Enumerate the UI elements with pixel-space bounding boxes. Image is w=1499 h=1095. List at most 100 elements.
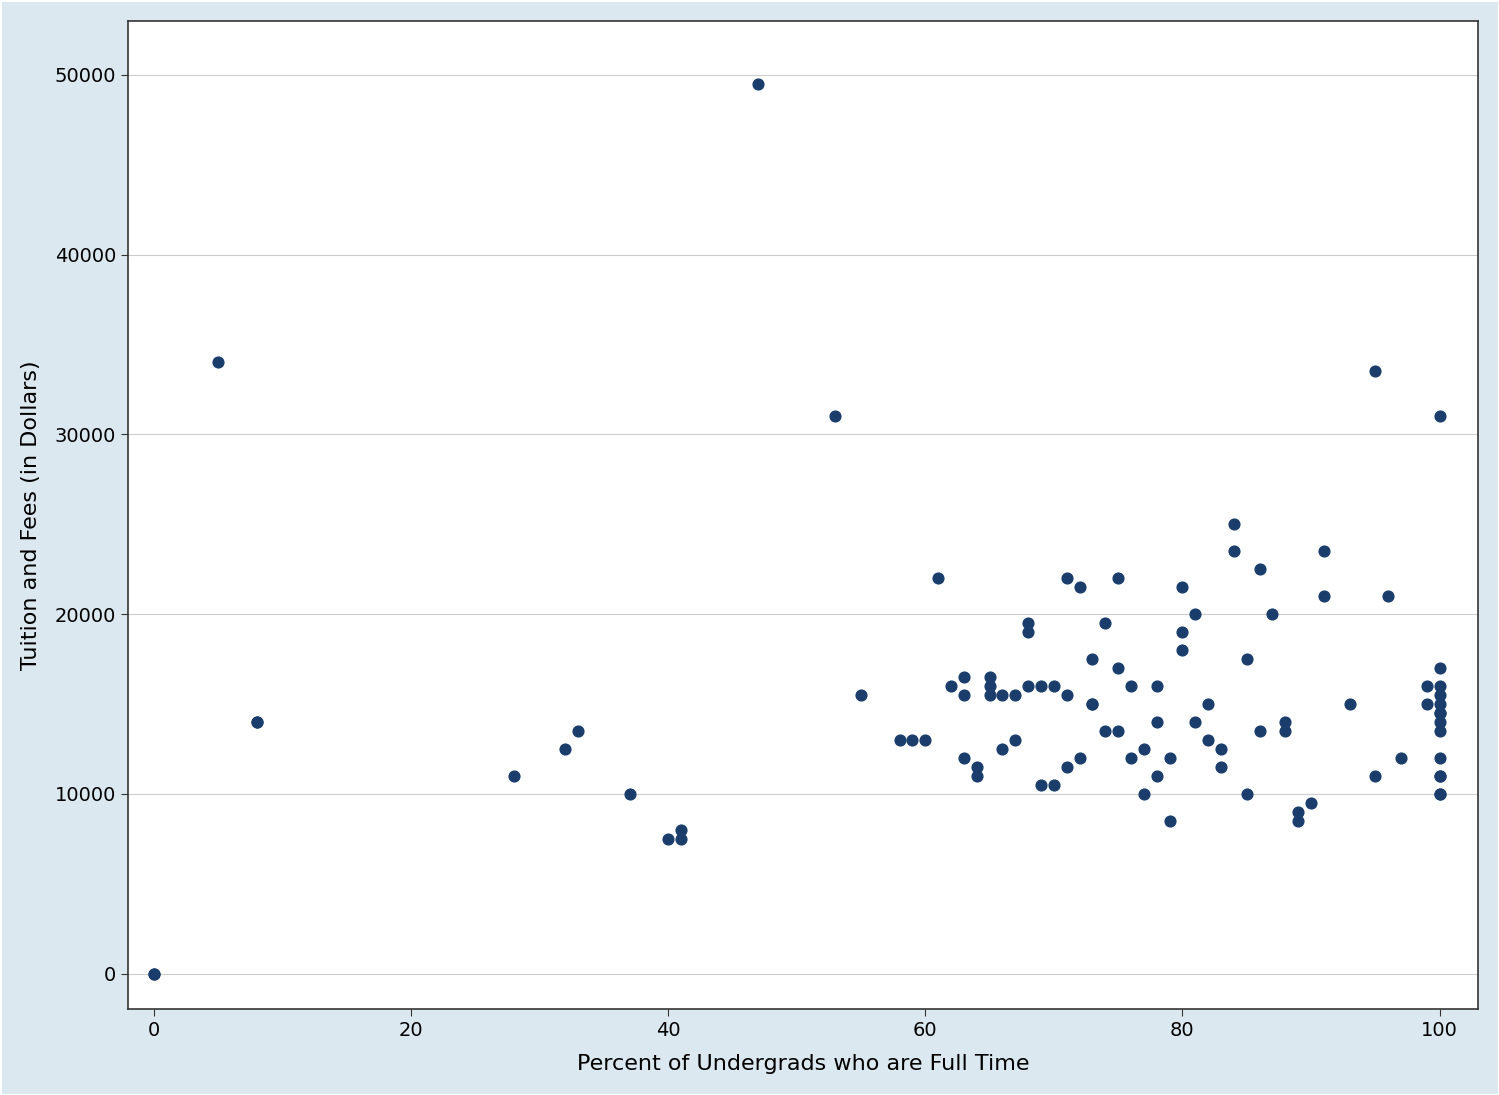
Point xyxy=(1145,677,1169,694)
Point xyxy=(1427,687,1451,704)
Point xyxy=(1286,812,1310,830)
Point xyxy=(1427,785,1451,803)
Point xyxy=(1415,677,1439,694)
Point xyxy=(553,740,577,758)
Point xyxy=(1363,362,1387,380)
Point xyxy=(1183,713,1207,730)
Point xyxy=(1118,677,1142,694)
Point xyxy=(887,731,911,749)
Point xyxy=(901,731,925,749)
Point xyxy=(142,965,166,982)
Point xyxy=(1067,578,1091,596)
Point xyxy=(1016,623,1040,641)
Point xyxy=(1300,794,1324,811)
Point xyxy=(1171,642,1195,659)
Point xyxy=(1157,812,1181,830)
Point xyxy=(1427,704,1451,722)
Point xyxy=(1312,587,1336,604)
Point xyxy=(1132,740,1156,758)
Point xyxy=(1016,677,1040,694)
Point xyxy=(1427,749,1451,766)
Point xyxy=(1273,713,1297,730)
Point xyxy=(1427,407,1451,425)
Point xyxy=(1171,578,1195,596)
Point xyxy=(669,830,693,848)
Point xyxy=(1081,695,1105,713)
Point xyxy=(1055,687,1079,704)
Point xyxy=(1132,785,1156,803)
Point xyxy=(965,758,989,775)
Point xyxy=(1247,561,1271,578)
Point xyxy=(1235,785,1259,803)
Point xyxy=(1093,614,1117,632)
Point xyxy=(913,731,937,749)
Point xyxy=(1427,659,1451,677)
Point xyxy=(1003,687,1027,704)
Point xyxy=(1067,749,1091,766)
Point xyxy=(1145,713,1169,730)
Point xyxy=(1106,722,1130,739)
Point xyxy=(1106,569,1130,587)
Point xyxy=(1106,659,1130,677)
Point xyxy=(669,821,693,839)
Point xyxy=(938,677,962,694)
Point xyxy=(1081,650,1105,668)
Point xyxy=(1222,516,1246,533)
Point xyxy=(1196,731,1220,749)
Point xyxy=(502,766,526,784)
Point xyxy=(1118,749,1142,766)
Point xyxy=(244,713,268,730)
Point xyxy=(1093,722,1117,739)
Point xyxy=(952,749,976,766)
Point xyxy=(747,74,770,92)
Point xyxy=(1081,695,1105,713)
Point xyxy=(142,965,166,982)
Point xyxy=(205,354,229,371)
Point xyxy=(244,713,268,730)
Point xyxy=(1222,542,1246,560)
Point xyxy=(1210,758,1234,775)
Point xyxy=(1337,695,1361,713)
Point xyxy=(977,668,1001,685)
Point xyxy=(1210,740,1234,758)
Point xyxy=(977,687,1001,704)
Point xyxy=(1376,587,1400,604)
Point xyxy=(965,766,989,784)
Point xyxy=(848,687,872,704)
Point xyxy=(1145,766,1169,784)
Point xyxy=(1042,677,1066,694)
Point xyxy=(1235,650,1259,668)
Point xyxy=(1183,606,1207,623)
X-axis label: Percent of Undergrads who are Full Time: Percent of Undergrads who are Full Time xyxy=(577,1054,1030,1074)
Point xyxy=(1390,749,1414,766)
Point xyxy=(1028,776,1052,794)
Point xyxy=(1028,677,1052,694)
Point xyxy=(1055,569,1079,587)
Point xyxy=(952,687,976,704)
Point xyxy=(991,740,1015,758)
Point xyxy=(1261,606,1285,623)
Point xyxy=(1427,722,1451,739)
Point xyxy=(1273,722,1297,739)
Point xyxy=(1157,749,1181,766)
Point xyxy=(1312,542,1336,560)
Point xyxy=(991,687,1015,704)
Point xyxy=(1427,713,1451,730)
Point xyxy=(618,785,642,803)
Point xyxy=(1427,785,1451,803)
Point xyxy=(1196,695,1220,713)
Point xyxy=(1042,776,1066,794)
Point xyxy=(567,722,591,739)
Point xyxy=(1427,704,1451,722)
Point xyxy=(1363,766,1387,784)
Point xyxy=(952,668,976,685)
Point xyxy=(1247,722,1271,739)
Point xyxy=(926,569,950,587)
Point xyxy=(823,407,847,425)
Point xyxy=(1171,623,1195,641)
Point xyxy=(1427,766,1451,784)
Point xyxy=(1427,766,1451,784)
Point xyxy=(1286,803,1310,820)
Point xyxy=(657,830,681,848)
Point xyxy=(1016,614,1040,632)
